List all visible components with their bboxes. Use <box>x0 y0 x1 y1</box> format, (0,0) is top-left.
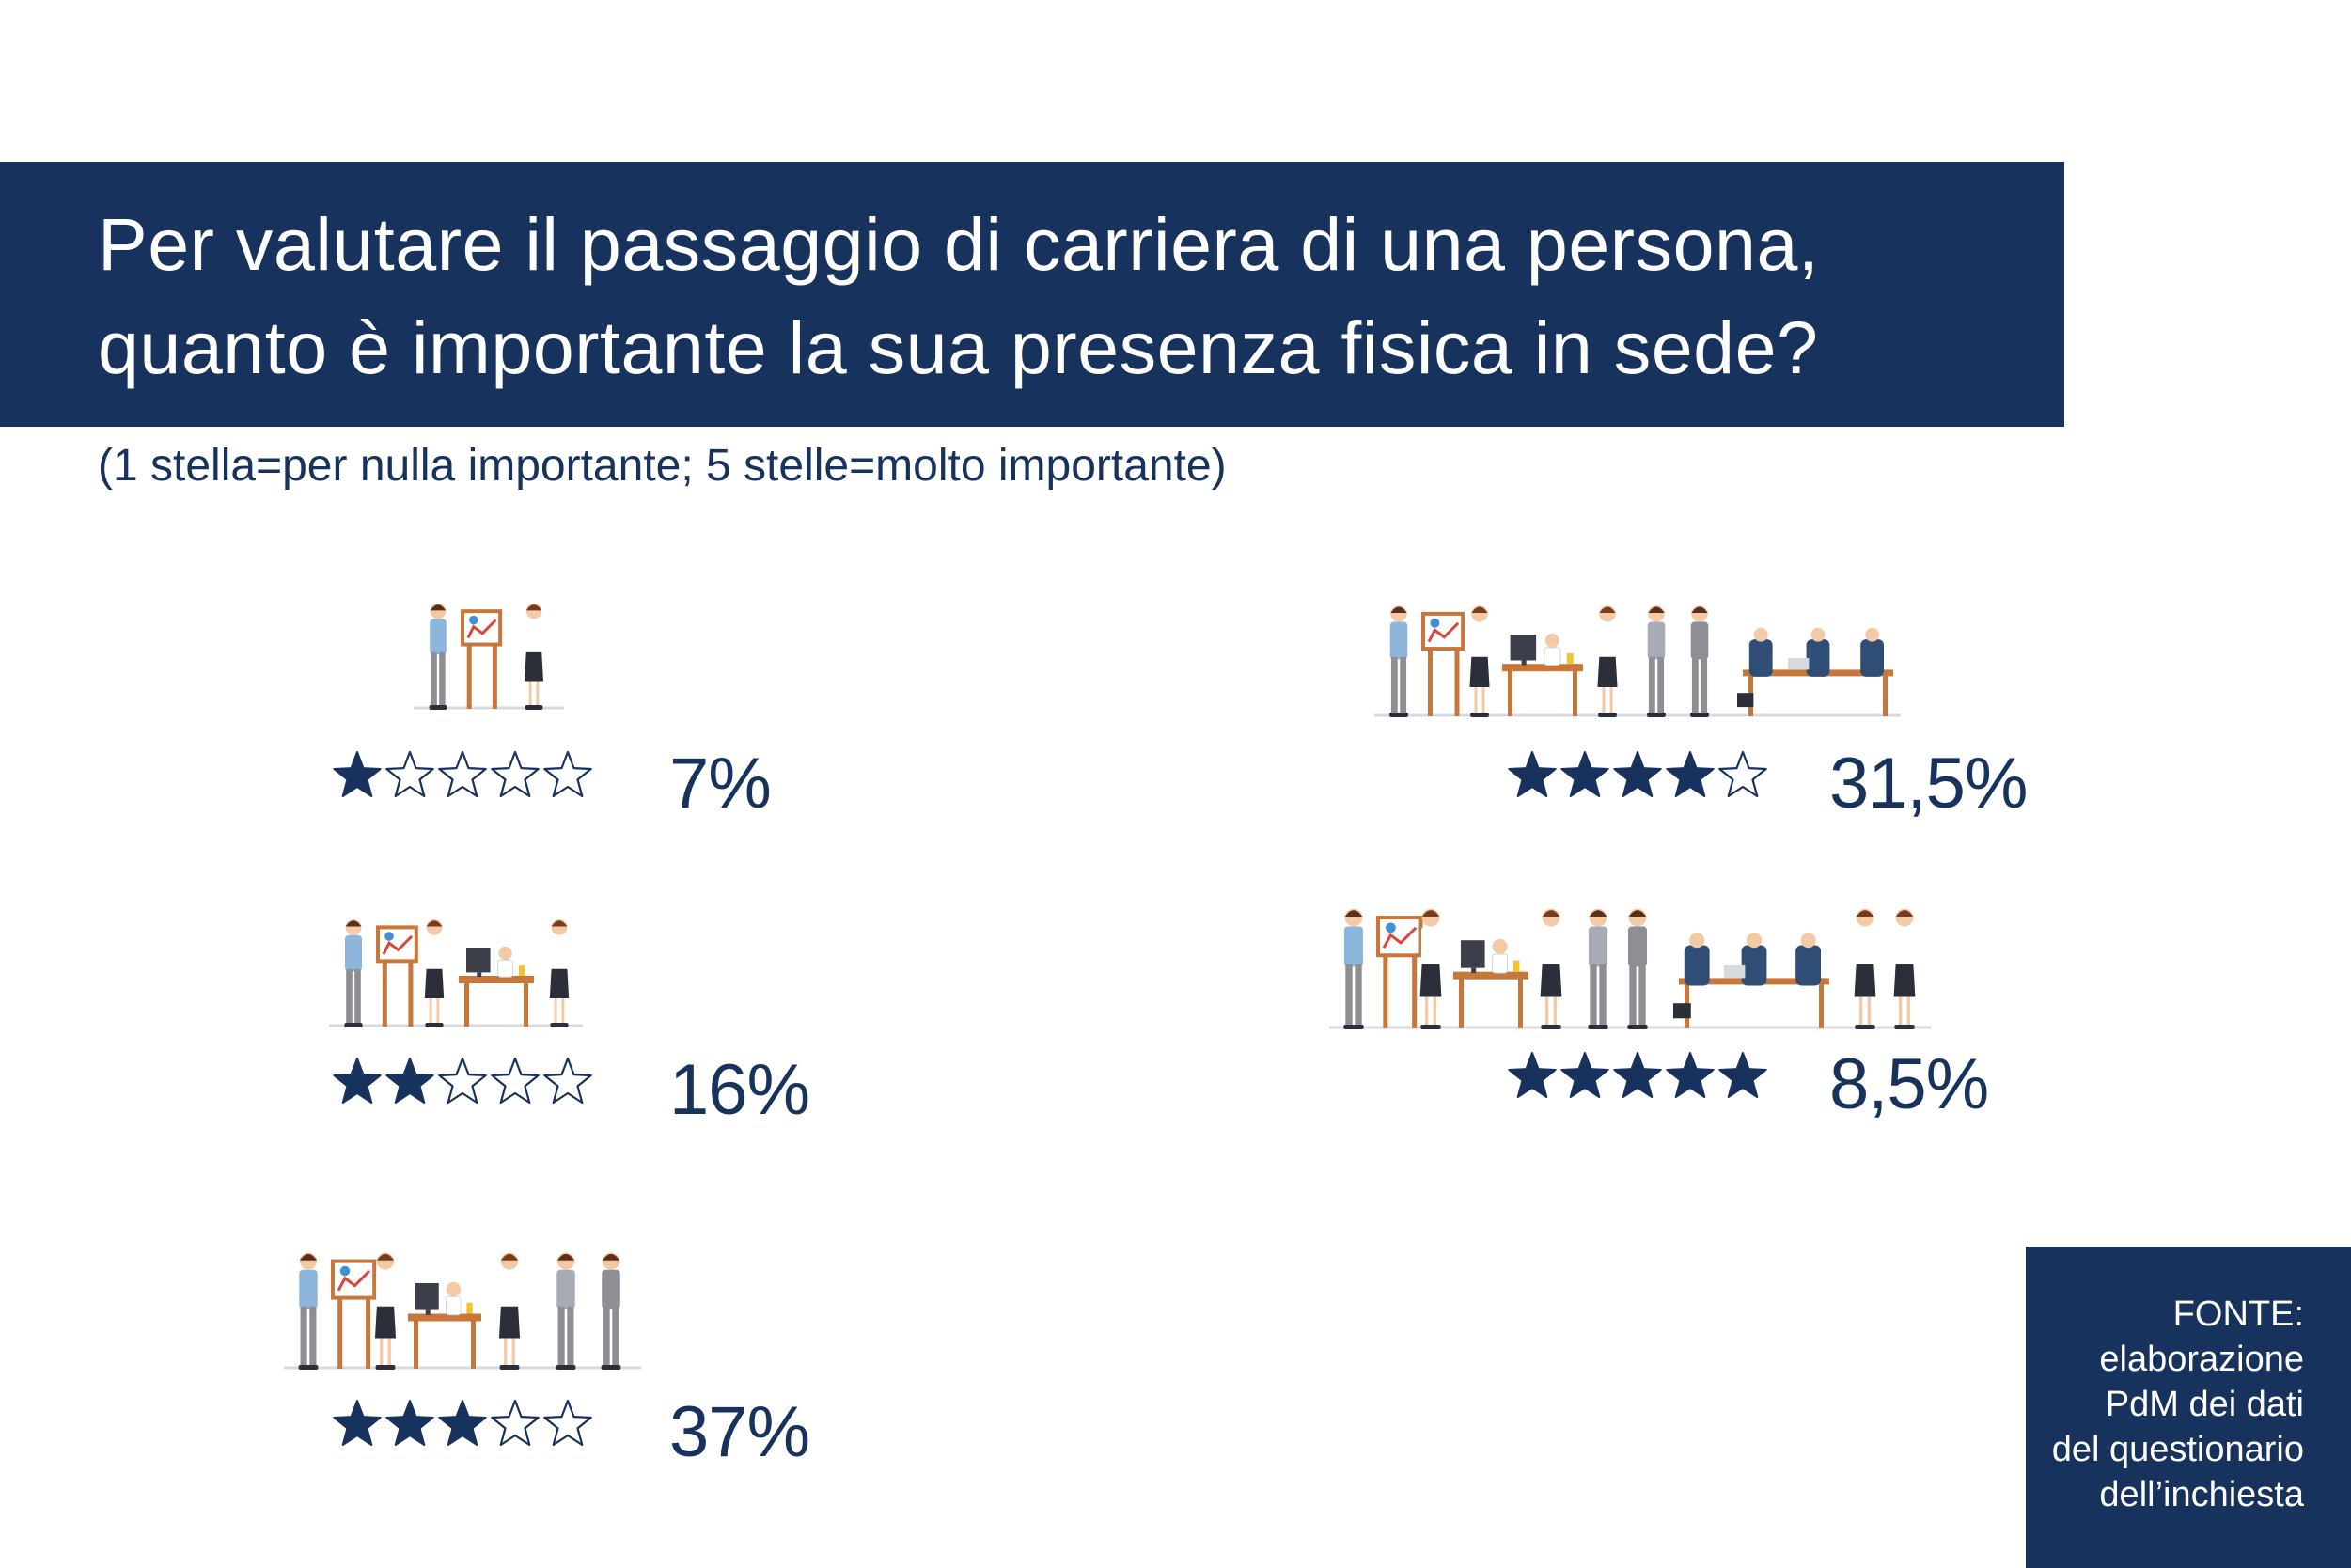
star-rating <box>333 1399 592 1447</box>
star-filled-icon <box>1560 751 1609 797</box>
star-filled-icon <box>1718 1052 1767 1098</box>
source-line: FONTE: <box>2172 1294 2304 1334</box>
source-line: dell’inchiesta <box>2099 1475 2304 1514</box>
source-box: FONTE: elaborazione PdM dei dati del que… <box>2026 1247 2351 1568</box>
percentage-label: 37% <box>669 1392 810 1472</box>
star-filled-icon <box>1508 751 1557 797</box>
star-rating <box>1508 1052 1767 1098</box>
star-empty-icon <box>491 1399 540 1447</box>
office-people-icon <box>284 1252 641 1370</box>
percentage-label: 8,5% <box>1829 1044 1989 1124</box>
star-filled-icon <box>385 1400 434 1446</box>
star-filled-icon <box>1666 1052 1715 1098</box>
source-line: PdM dei dati <box>2105 1385 2304 1424</box>
percentage-label: 31,5% <box>1829 744 2028 823</box>
percentage-label: 7% <box>669 744 772 823</box>
star-empty-icon <box>543 1399 592 1447</box>
star-filled-icon <box>438 1400 487 1446</box>
star-filled-icon <box>1666 751 1715 797</box>
chart-title: Per valutare il passaggio di carriera di… <box>98 193 2062 400</box>
star-empty-icon <box>491 1057 540 1105</box>
star-filled-icon <box>333 1058 382 1104</box>
star-rating <box>333 750 592 798</box>
title-band <box>0 162 2064 427</box>
star-filled-icon <box>333 751 382 797</box>
star-empty-icon <box>543 1057 592 1105</box>
star-empty-icon <box>543 750 592 798</box>
source-text: FONTE: elaborazione PdM dei dati del que… <box>2052 1292 2304 1517</box>
star-empty-icon <box>491 750 540 798</box>
star-filled-icon <box>1613 1052 1662 1098</box>
percentage-label: 16% <box>669 1050 810 1130</box>
title-line-2: quanto è importante la sua presenza fisi… <box>98 306 1819 389</box>
star-empty-icon <box>438 1057 487 1105</box>
office-people-icon <box>1329 908 1931 1029</box>
office-people-icon <box>329 919 583 1027</box>
chart-subtitle: (1 stella=per nulla importante; 5 stelle… <box>98 441 1227 491</box>
star-filled-icon <box>1613 751 1662 797</box>
star-filled-icon <box>1508 1052 1557 1098</box>
office-people-icon <box>414 603 564 710</box>
star-filled-icon <box>385 1058 434 1104</box>
office-people-icon <box>1374 605 1901 717</box>
star-empty-icon <box>1718 750 1767 798</box>
star-rating <box>333 1057 592 1105</box>
star-filled-icon <box>1560 1052 1609 1098</box>
title-line-1: Per valutare il passaggio di carriera di… <box>98 202 1820 286</box>
star-rating <box>1508 750 1767 798</box>
source-line: del questionario <box>2051 1430 2304 1469</box>
source-line: elaborazione <box>2099 1340 2304 1379</box>
star-empty-icon <box>438 750 487 798</box>
star-filled-icon <box>333 1400 382 1446</box>
star-empty-icon <box>385 750 434 798</box>
